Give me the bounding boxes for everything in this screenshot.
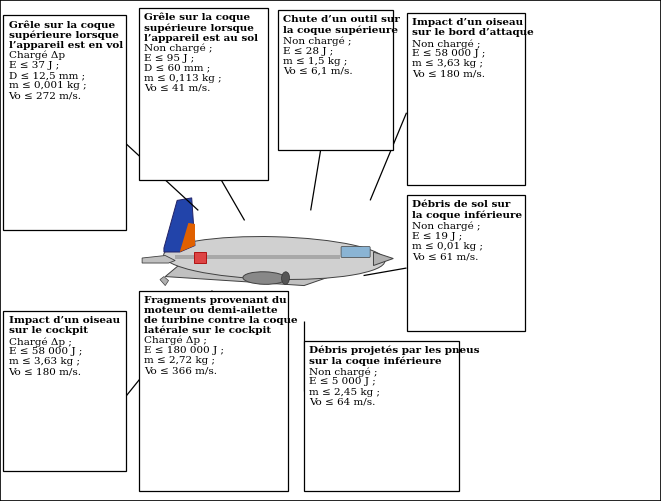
FancyBboxPatch shape — [194, 252, 206, 263]
Polygon shape — [142, 256, 175, 263]
Text: Non chargé ;: Non chargé ; — [309, 367, 378, 377]
Ellipse shape — [243, 272, 286, 285]
Text: Chargé Δp ;: Chargé Δp ; — [144, 336, 207, 345]
Text: E ≤ 5 000 J ;: E ≤ 5 000 J ; — [309, 377, 376, 386]
Text: Vo ≤ 180 m/s.: Vo ≤ 180 m/s. — [412, 70, 485, 79]
Text: Vo ≤ 180 m/s.: Vo ≤ 180 m/s. — [9, 368, 81, 377]
Text: D ≤ 60 mm ;: D ≤ 60 mm ; — [144, 64, 210, 73]
Text: m ≤ 0,113 kg ;: m ≤ 0,113 kg ; — [144, 74, 221, 83]
FancyBboxPatch shape — [139, 8, 268, 180]
Text: Impact d’un oiseau
sur le cockpit: Impact d’un oiseau sur le cockpit — [9, 316, 120, 335]
Text: Non chargé ;: Non chargé ; — [283, 37, 352, 46]
FancyBboxPatch shape — [139, 291, 288, 491]
Text: Grêle sur la coque
supérieure lorsque
l’appareil est au sol: Grêle sur la coque supérieure lorsque l’… — [144, 13, 258, 43]
Ellipse shape — [164, 236, 385, 280]
Text: m ≤ 1,5 kg ;: m ≤ 1,5 kg ; — [283, 57, 347, 66]
Polygon shape — [180, 223, 195, 252]
Text: m ≤ 2,45 kg ;: m ≤ 2,45 kg ; — [309, 387, 380, 396]
Polygon shape — [164, 198, 195, 252]
Text: Non chargé ;: Non chargé ; — [412, 39, 481, 49]
Text: E ≤ 95 J ;: E ≤ 95 J ; — [144, 54, 194, 63]
Text: E ≤ 180 000 J ;: E ≤ 180 000 J ; — [144, 346, 224, 355]
Text: E ≤ 28 J ;: E ≤ 28 J ; — [283, 47, 333, 56]
Text: E ≤ 58 000 J ;: E ≤ 58 000 J ; — [9, 347, 82, 356]
Text: Impact d’un oiseau
sur le bord d’attaque: Impact d’un oiseau sur le bord d’attaque — [412, 18, 533, 37]
Text: Vo ≤ 64 m/s.: Vo ≤ 64 m/s. — [309, 398, 375, 407]
Text: Grêle sur la coque
supérieure lorsque
l’appareil est en vol: Grêle sur la coque supérieure lorsque l’… — [9, 20, 123, 50]
Polygon shape — [160, 277, 169, 286]
Text: m ≤ 0,001 kg ;: m ≤ 0,001 kg ; — [9, 81, 86, 90]
FancyBboxPatch shape — [175, 255, 340, 259]
FancyBboxPatch shape — [407, 13, 525, 185]
FancyBboxPatch shape — [278, 10, 393, 150]
Text: m ≤ 3,63 kg ;: m ≤ 3,63 kg ; — [412, 59, 483, 68]
Text: m ≤ 2,72 kg ;: m ≤ 2,72 kg ; — [144, 356, 215, 365]
Text: Vo ≤ 61 m/s.: Vo ≤ 61 m/s. — [412, 253, 478, 262]
Ellipse shape — [282, 272, 290, 284]
FancyBboxPatch shape — [3, 311, 126, 471]
FancyBboxPatch shape — [407, 195, 525, 331]
Polygon shape — [165, 260, 350, 286]
Text: Vo ≤ 272 m/s.: Vo ≤ 272 m/s. — [9, 92, 81, 101]
Text: Vo ≤ 366 m/s.: Vo ≤ 366 m/s. — [144, 366, 217, 375]
Text: Non chargé ;: Non chargé ; — [144, 44, 213, 53]
Text: Fragments provenant du
moteur ou demi-ailette
de turbine contre la coque
latéral: Fragments provenant du moteur ou demi-ai… — [144, 296, 297, 335]
Polygon shape — [373, 252, 393, 266]
Text: E ≤ 19 J ;: E ≤ 19 J ; — [412, 232, 462, 241]
FancyBboxPatch shape — [3, 15, 126, 230]
Text: Vo ≤ 6,1 m/s.: Vo ≤ 6,1 m/s. — [283, 67, 352, 76]
Text: Non chargé ;: Non chargé ; — [412, 222, 481, 231]
Text: m ≤ 3,63 kg ;: m ≤ 3,63 kg ; — [9, 357, 79, 366]
Text: Vo ≤ 41 m/s.: Vo ≤ 41 m/s. — [144, 84, 210, 93]
FancyBboxPatch shape — [304, 341, 459, 491]
Text: E ≤ 37 J ;: E ≤ 37 J ; — [9, 61, 59, 70]
Text: m ≤ 0,01 kg ;: m ≤ 0,01 kg ; — [412, 242, 483, 251]
Text: Chargé Δp ;: Chargé Δp ; — [9, 337, 71, 347]
Text: D ≤ 12,5 mm ;: D ≤ 12,5 mm ; — [9, 71, 85, 80]
Text: Débris de sol sur
la coque inférieure: Débris de sol sur la coque inférieure — [412, 200, 522, 220]
Text: Chargé Δp: Chargé Δp — [9, 51, 65, 61]
Text: Débris projetés par les pneus
sur la coque inférieure: Débris projetés par les pneus sur la coq… — [309, 346, 480, 366]
Text: Chute d’un outil sur
la coque supérieure: Chute d’un outil sur la coque supérieure — [283, 15, 400, 35]
Text: E ≤ 58 000 J ;: E ≤ 58 000 J ; — [412, 49, 485, 58]
FancyBboxPatch shape — [341, 246, 370, 258]
